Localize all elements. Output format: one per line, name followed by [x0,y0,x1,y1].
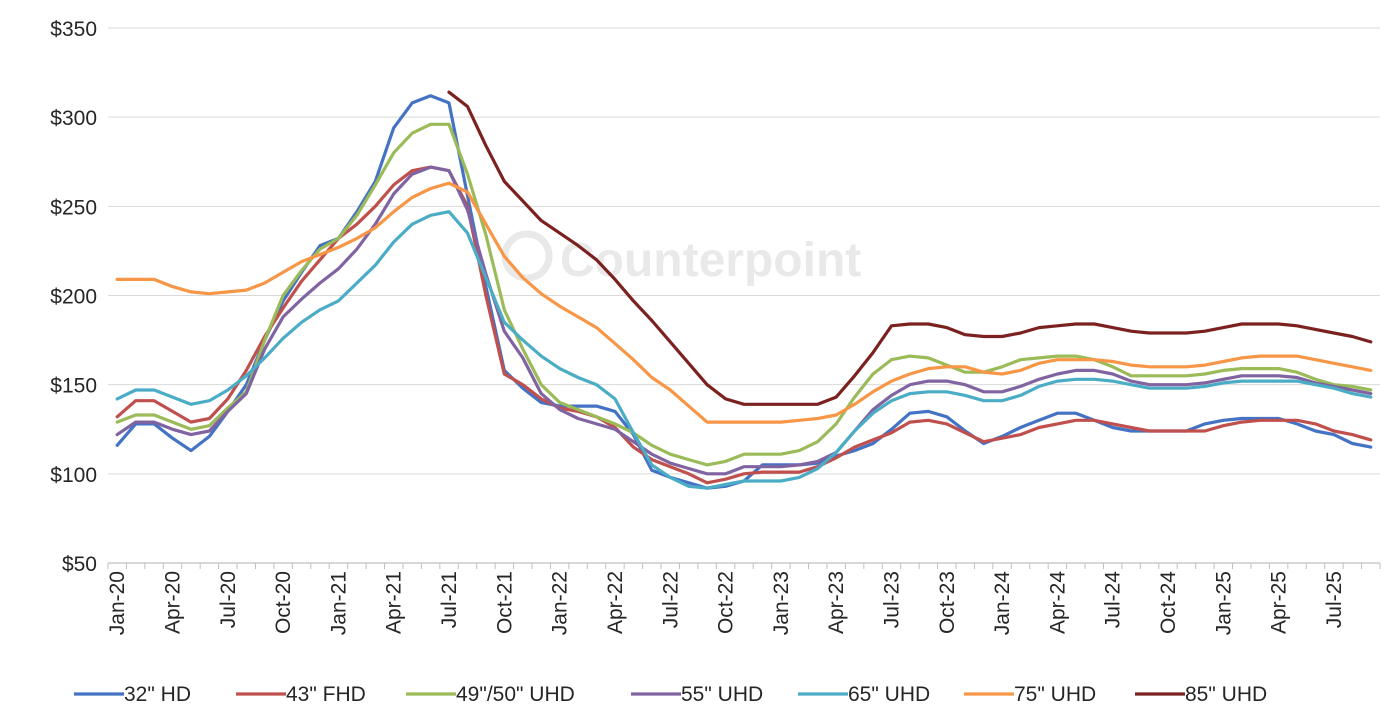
x-tick-label: Jul-24 [1102,571,1125,629]
series-lines [115,90,1373,490]
y-tick-label: $150 [50,375,97,398]
y-axis: $50 $100 $150 $200 $250 $300 $350 [50,18,97,576]
x-tick-label: Jan-21 [327,571,350,635]
legend: 32" HD 43" FHD 49"/50" UHD 55" UHD 65" UHD 75… [74,683,1267,706]
legend-label: 55" UHD [681,683,763,706]
x-tick-label: Jan-20 [106,571,129,635]
x-tick-label: Apr-20 [162,571,185,634]
x-tick-label: Apr-22 [604,571,627,634]
y-tick-label: $250 [50,196,97,219]
series-line-1 [115,165,1373,485]
x-tick-label: Jul-20 [217,571,240,628]
x-tick-label: Jul-22 [659,571,682,628]
legend-item: 65" UHD [798,683,930,706]
series-line-3 [115,165,1373,476]
y-tick-label: $50 [62,553,97,576]
x-tick-label: Jan-24 [991,571,1014,636]
x-tick-label: Oct-23 [936,571,959,634]
legend-label: 85" UHD [1185,683,1267,706]
legend-label: 49"/50" UHD [456,683,575,706]
gridlines [108,27,1380,475]
series-line-4 [115,210,1373,490]
x-tick-label: Apr-21 [383,571,406,634]
y-tick-label: $200 [50,286,97,309]
x-tick-label: Apr-24 [1046,571,1069,634]
legend-item: 49"/50" UHD [406,683,575,706]
x-tick-label: Jan-25 [1212,571,1235,635]
legend-item: 43" FHD [236,683,366,706]
y-tick-label: $300 [50,107,97,130]
series-line-5 [115,181,1373,424]
x-axis: Jan-20 Apr-20 Jul-20 Oct-20 Jan-21 Apr-21 Jul-… [106,562,1381,636]
legend-item: 75" UHD [964,683,1096,706]
legend-label: 43" FHD [286,683,366,706]
y-tick-label: $100 [50,464,97,487]
watermark-text: Counterpoint [560,234,861,287]
legend-label: 32" HD [124,683,191,706]
x-tick-label: Oct-20 [272,571,295,634]
x-tick-label: Jan-23 [770,571,793,635]
series-line-2 [115,122,1373,467]
legend-item: 55" UHD [631,683,763,706]
x-tick-label: Jul-25 [1323,571,1346,628]
x-tick-label: Apr-23 [825,571,848,634]
x-tick-label: Oct-24 [1157,571,1180,634]
legend-label: 65" UHD [848,683,930,706]
x-tick-label: Jan-22 [549,571,572,635]
x-tick-label: Oct-21 [493,571,516,634]
legend-item: 85" UHD [1135,683,1267,706]
legend-item: 32" HD [74,683,191,706]
x-tick-label: Jul-21 [438,571,461,628]
watermark-logo-icon [501,230,553,282]
y-tick-label: $350 [50,18,97,41]
watermark: Counterpoint [501,230,861,287]
x-tick-label: Apr-25 [1268,571,1291,634]
series-line-0 [115,94,1373,490]
x-tick-label: Oct-22 [715,571,738,634]
x-tick-label: Jul-23 [880,571,903,628]
series-line-6 [447,90,1373,406]
legend-label: 75" UHD [1014,683,1096,706]
